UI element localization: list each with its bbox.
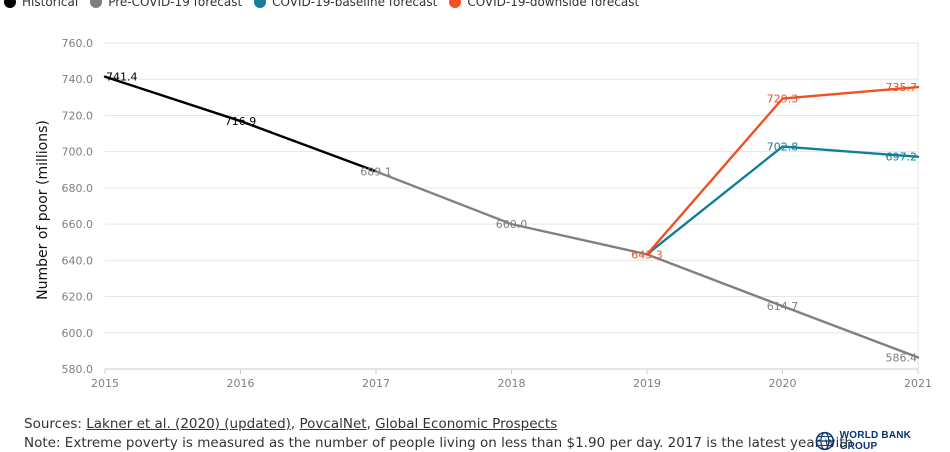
data-label-layer: 741.4 716.9 689.1 660.0 614.7 586.4 702.8 697.2… bbox=[106, 71, 917, 365]
x-tick-label: 2020 bbox=[769, 377, 797, 390]
y-tick-label: 620.0 bbox=[62, 291, 94, 304]
y-tick-label: 580.0 bbox=[62, 363, 94, 376]
y-axis-title: Number of poor (millions) bbox=[35, 120, 51, 300]
data-label: 716.9 bbox=[225, 115, 257, 128]
data-label: 741.4 bbox=[106, 71, 138, 84]
world-bank-logo[interactable]: WORLD BANK GROUP bbox=[814, 430, 950, 452]
x-tick-label: 2015 bbox=[91, 377, 119, 390]
source-link-povcalnet[interactable]: PovcalNet bbox=[299, 416, 367, 432]
legend-item-covid-baseline[interactable]: COVID-19-baseline forecast bbox=[254, 0, 437, 9]
y-tick-label: 640.0 bbox=[62, 254, 94, 267]
y-tick-label: 600.0 bbox=[62, 327, 94, 340]
data-label: 735.7 bbox=[886, 81, 918, 94]
axis-layer: 580.0 600.0 620.0 640.0 660.0 680.0 700.0 720.0… bbox=[35, 37, 932, 390]
data-label: 689.1 bbox=[360, 165, 392, 178]
data-label: 660.0 bbox=[496, 218, 528, 231]
legend-swatch-pre-covid bbox=[90, 0, 103, 8]
globe-icon bbox=[815, 431, 834, 451]
x-tick-label: 2018 bbox=[498, 377, 526, 390]
y-tick-label: 660.0 bbox=[62, 218, 94, 231]
data-label: 697.2 bbox=[886, 151, 918, 164]
source-link-lakner[interactable]: Lakner et al. (2020) (updated) bbox=[86, 416, 291, 432]
y-tick-label: 760.0 bbox=[62, 37, 94, 50]
y-tick-label: 700.0 bbox=[62, 146, 94, 159]
data-label: 702.8 bbox=[767, 141, 799, 154]
x-tick-label: 2016 bbox=[227, 377, 255, 390]
sources-prefix: Sources: bbox=[24, 416, 87, 432]
legend-swatch-covid-downside bbox=[449, 0, 462, 8]
chart-legend: Historical Pre-COVID-19 forecast COVID-1… bbox=[4, 0, 651, 11]
legend-swatch-covid-baseline bbox=[254, 0, 267, 8]
legend-label-pre-covid: Pre-COVID-19 forecast bbox=[108, 0, 243, 9]
legend-item-pre-covid[interactable]: Pre-COVID-19 forecast bbox=[90, 0, 242, 9]
series-line-pre-covid-19-forecast bbox=[374, 170, 920, 359]
legend-label-covid-baseline: COVID-19-baseline forecast bbox=[272, 0, 438, 9]
series-line-covid-19-baseline-forecast bbox=[645, 145, 920, 256]
legend-label-covid-downside: COVID-19-downside forecast bbox=[467, 0, 640, 9]
legend-item-historical[interactable]: Historical bbox=[4, 0, 78, 9]
series-layer bbox=[103, 75, 920, 359]
y-tick-label: 680.0 bbox=[62, 182, 94, 195]
sources-separator: , bbox=[366, 416, 376, 432]
data-label: 729.3 bbox=[767, 93, 799, 106]
legend-swatch-historical bbox=[4, 0, 16, 8]
data-label: 643.3 bbox=[631, 248, 663, 261]
sources-line: Sources: Lakner et al. (2020) (updated),… bbox=[24, 416, 557, 432]
x-tick-label: 2021 bbox=[904, 377, 932, 390]
y-tick-label: 740.0 bbox=[62, 73, 94, 86]
y-tick-label: 720.0 bbox=[62, 109, 94, 122]
x-tick-label: 2017 bbox=[362, 377, 390, 390]
grid-layer bbox=[105, 42, 919, 370]
chart-note: Note: Extreme poverty is measured as the… bbox=[24, 435, 854, 451]
x-tick-label: 2019 bbox=[633, 377, 661, 390]
data-label: 614.7 bbox=[767, 300, 799, 313]
legend-label-historical: Historical bbox=[22, 0, 79, 9]
data-label: 586.4 bbox=[886, 351, 918, 364]
source-link-gep[interactable]: Global Economic Prospects bbox=[375, 416, 558, 432]
series-line-historical bbox=[103, 75, 378, 173]
logo-text: WORLD BANK GROUP bbox=[839, 430, 912, 452]
legend-item-covid-downside[interactable]: COVID-19-downside forecast bbox=[449, 0, 639, 9]
line-chart: 580.0 600.0 620.0 640.0 660.0 680.0 700.0 720.0… bbox=[35, 37, 932, 390]
series-line-covid-19-downside-forecast bbox=[645, 85, 920, 256]
sources-separator: , bbox=[290, 416, 300, 432]
